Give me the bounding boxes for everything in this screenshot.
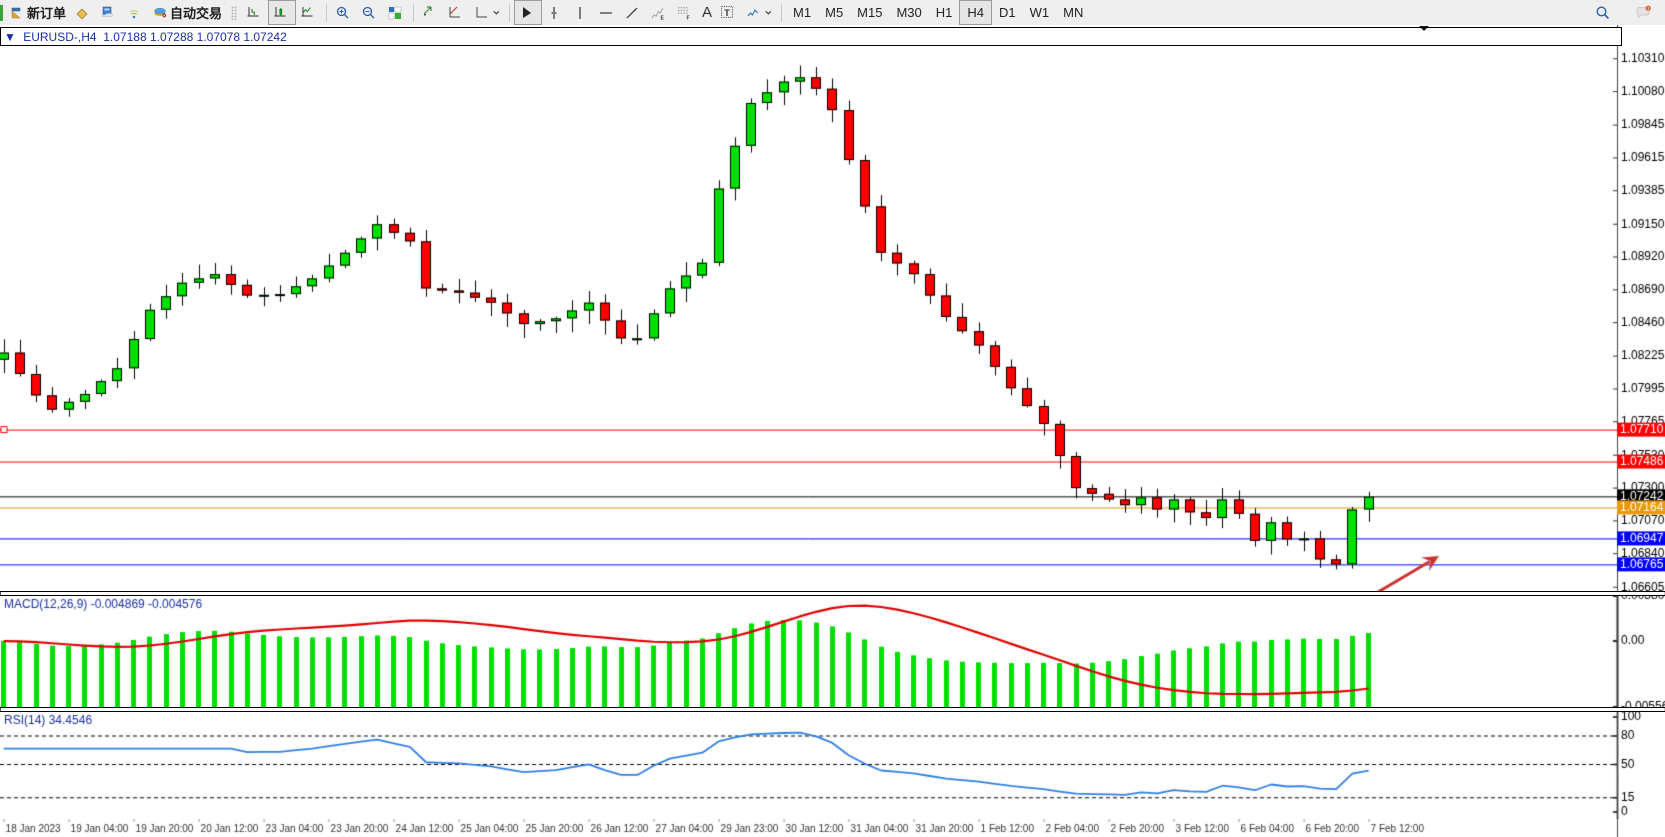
svg-text:T: T	[724, 8, 730, 18]
svg-text:F: F	[687, 15, 690, 21]
svg-text:1: 1	[1647, 6, 1649, 10]
svg-text:E: E	[661, 15, 665, 21]
